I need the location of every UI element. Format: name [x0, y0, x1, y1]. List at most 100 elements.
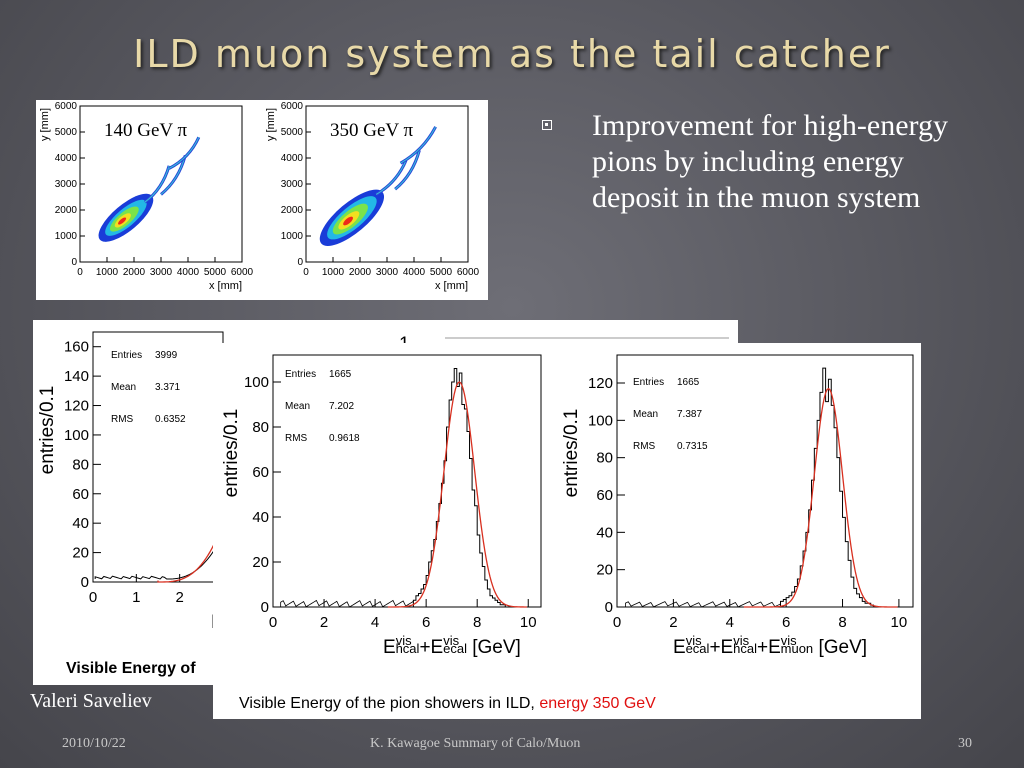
x-tick-label: 2000 — [123, 267, 146, 278]
bullet-point: Improvement for high-energy pions by inc… — [542, 108, 958, 216]
histogram-bars — [94, 534, 224, 580]
stats-rms-value: 0.6352 — [155, 414, 186, 425]
x-tick-label: 8 — [473, 614, 481, 631]
y-axis-label: entries/0.1 — [561, 409, 582, 498]
x-tick-label: 1 — [132, 589, 140, 606]
x-tick-label: 6000 — [457, 267, 480, 278]
y-tick-label: 3000 — [55, 179, 78, 190]
stats-entries-value: 1665 — [329, 369, 352, 380]
y-tick-label: 80 — [252, 419, 269, 436]
event-display-140gev: 0 1000 2000 3000 4000 5000 6000 0 1000 2000 3000 40… — [39, 101, 254, 292]
stats-entries-value: 3999 — [155, 350, 178, 361]
footer-date: 2010/10/22 — [62, 736, 126, 751]
y-tick-label: 1000 — [55, 231, 78, 242]
shower-core — [98, 193, 154, 242]
author-name: Valeri Saveliev — [30, 690, 152, 712]
y-tick-label: 80 — [596, 450, 613, 467]
stats-mean-value: 3.371 — [155, 382, 180, 393]
event-display-350gev: 0 1000 2000 3000 4000 5000 6000 0 1000 2000 3000 40… — [265, 101, 480, 292]
x-tick-label: 2000 — [349, 267, 372, 278]
y-tick-label: 40 — [596, 524, 613, 541]
shower-core — [319, 189, 385, 246]
shower-arc — [394, 149, 421, 191]
y-tick-label: 20 — [596, 562, 613, 579]
plot-frame — [92, 331, 224, 583]
y-tick-label: 80 — [72, 456, 89, 473]
shower-arc-highlight — [168, 136, 200, 169]
y-tick-label: 40 — [72, 515, 89, 532]
y-tick-label: 100 — [64, 427, 89, 444]
y-tick-label: 0 — [71, 257, 77, 268]
y-tick-label: 40 — [252, 509, 269, 526]
histogram-back: 012020406080100120140160entries/0.1EEntr… — [37, 331, 729, 633]
x-axis-label: Evis hcal+Evis ecal [GeV] — [383, 633, 521, 658]
x-axis-label: Evis ecal+Evis hcal+Evis muon [GeV] — [673, 633, 867, 658]
x-tick-label: 0 — [89, 589, 97, 606]
x-tick-label: 2 — [320, 614, 328, 631]
stats-rms-value: 0.9618 — [329, 433, 360, 444]
event-display-panel: 0 1000 2000 3000 4000 5000 6000 0 1000 2000 3000 40… — [36, 100, 488, 300]
x-tick-label: 3000 — [376, 267, 399, 278]
gaussian-fit-curve — [157, 522, 224, 583]
y-tick-label: 0 — [605, 599, 613, 616]
x-tick-label: 0 — [269, 614, 277, 631]
y-tick-label: 4000 — [55, 153, 78, 164]
x-tick-label: 4000 — [403, 267, 426, 278]
stats-rms-label: RMS — [285, 433, 308, 444]
y-tick-label: 1000 — [281, 231, 304, 242]
stats-mean-value: 7.202 — [329, 401, 354, 412]
stats-rms-label: RMS — [111, 414, 134, 425]
y-tick-label: 2000 — [55, 205, 78, 216]
gaussian-fit-curve — [743, 387, 898, 608]
shower-arc-highlight — [394, 150, 420, 190]
y-tick-label: 3000 — [281, 179, 304, 190]
gaussian-fit-curve — [387, 381, 527, 608]
x-tick-label: 6 — [782, 614, 790, 631]
y-tick-label: 60 — [72, 486, 89, 503]
y-tick-label: 6000 — [55, 101, 78, 112]
bottom-caption: Visible Energy of the pion showers in IL… — [239, 695, 656, 713]
x-tick-label: 3000 — [150, 267, 173, 278]
x-tick-label: 6000 — [231, 267, 254, 278]
x-axis-label: x [mm] — [435, 280, 468, 292]
x-tick-label: 6 — [422, 614, 430, 631]
y-tick-label: 160 — [64, 339, 89, 356]
x-tick-label: 5000 — [204, 267, 227, 278]
x-tick-label: 2 — [175, 589, 183, 606]
y-tick-label: 0 — [261, 599, 269, 616]
stats-mean-value: 7.387 — [677, 409, 702, 420]
y-axis-label: y [mm] — [39, 108, 51, 141]
stats-mean-label: Mean — [633, 409, 658, 420]
bullet-square-icon — [542, 120, 552, 130]
y-tick-label: 140 — [64, 368, 89, 385]
y-tick-label: 4000 — [281, 153, 304, 164]
stats-entries-label: Entries — [285, 369, 316, 380]
x-axis-label: x [mm] — [209, 280, 242, 292]
x-tick-label: 4 — [726, 614, 734, 631]
stats-rms-value: 0.7315 — [677, 441, 708, 452]
x-tick-label: 2 — [669, 614, 677, 631]
x-tick-label: 10 — [891, 614, 908, 631]
energy-label: 350 GeV π — [330, 120, 414, 141]
bottom-caption-main: Visible Energy of the pion showers in IL… — [239, 695, 540, 712]
y-tick-label: 6000 — [281, 101, 304, 112]
energy-label: 140 GeV π — [104, 120, 188, 141]
x-tick-label: 0 — [303, 267, 309, 278]
x-tick-label: 0 — [613, 614, 621, 631]
histogram-tail — [280, 599, 414, 608]
y-tick-label: 5000 — [281, 127, 304, 138]
y-tick-label: 20 — [72, 545, 89, 562]
x-tick-label: 8 — [838, 614, 846, 631]
y-tick-label: 60 — [252, 464, 269, 481]
x-tick-label: 1000 — [322, 267, 345, 278]
x-tick-label: 10 — [520, 614, 537, 631]
y-tick-label: 100 — [244, 374, 269, 391]
y-tick-label: 2000 — [281, 205, 304, 216]
x-tick-label: 4 — [371, 614, 379, 631]
shower-arc-highlight — [144, 165, 170, 203]
histogram-tail — [625, 601, 781, 608]
y-tick-label: 20 — [252, 554, 269, 571]
y-axis-label: y [mm] — [265, 108, 277, 141]
x-tick-label: 5000 — [430, 267, 453, 278]
